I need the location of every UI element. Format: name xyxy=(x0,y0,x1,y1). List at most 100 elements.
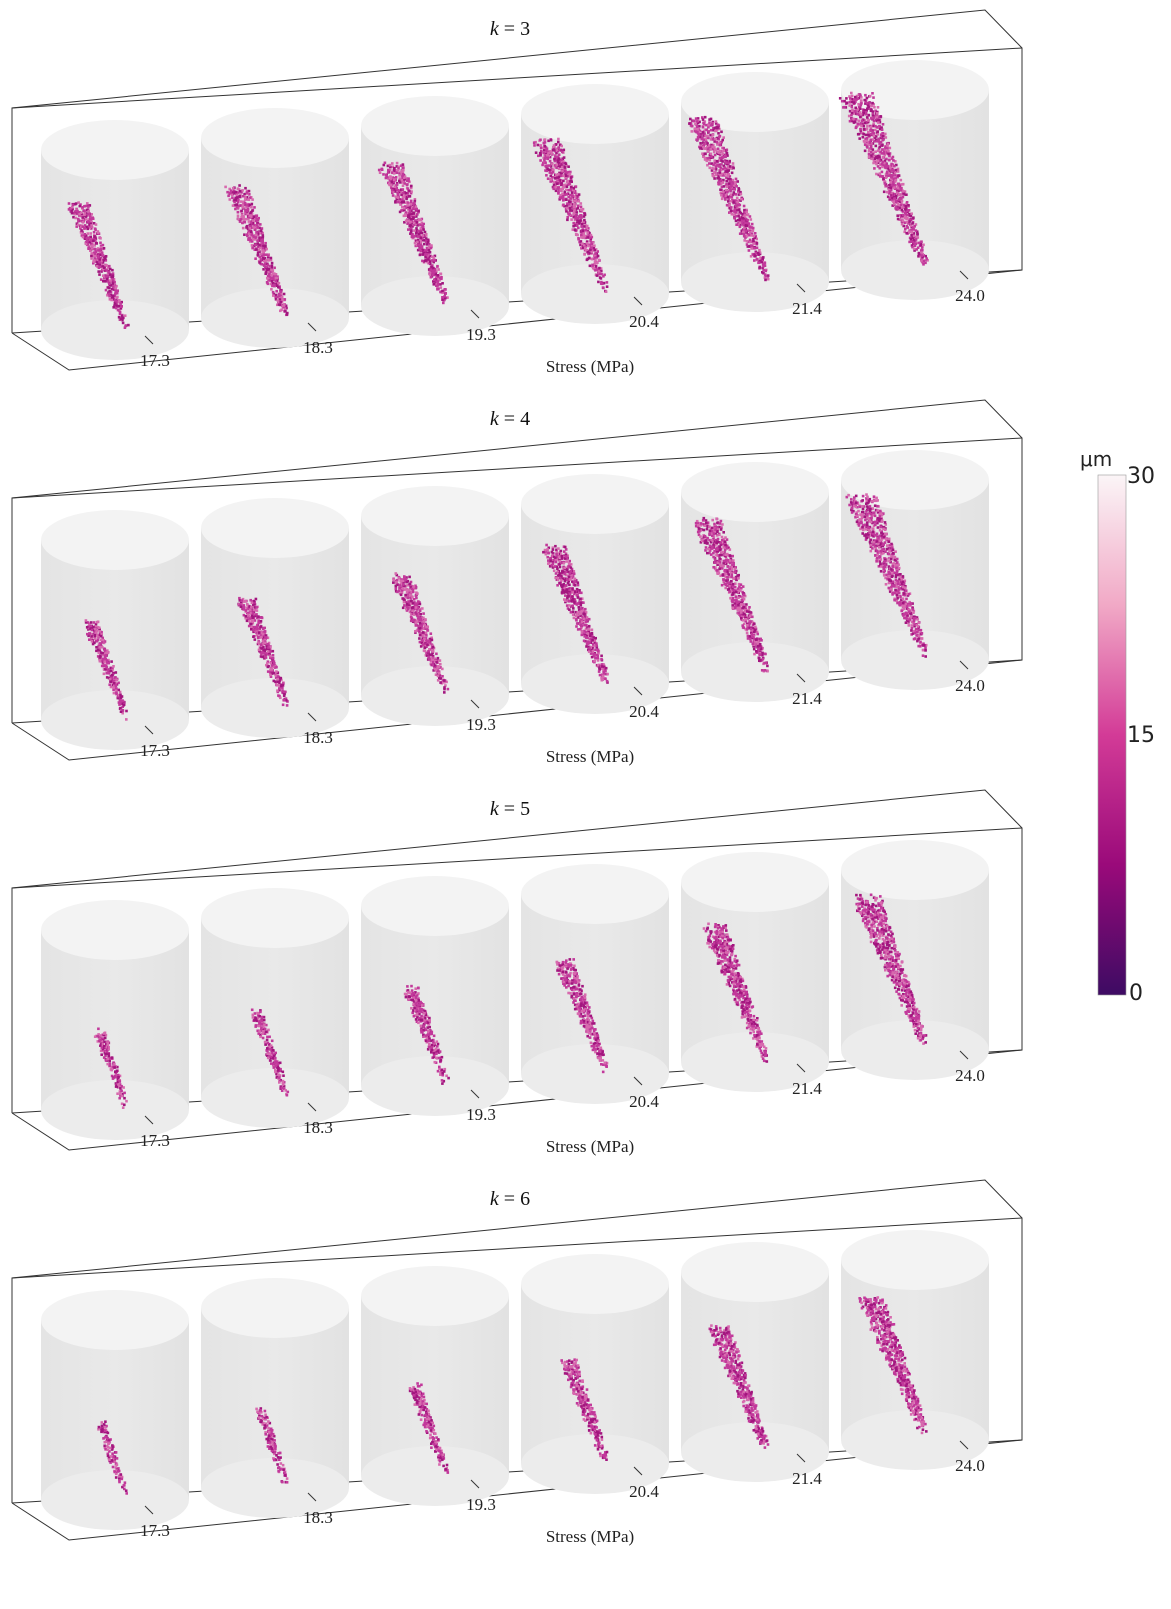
crack-point xyxy=(390,186,393,190)
crack-point xyxy=(857,119,861,123)
crack-point xyxy=(737,212,741,215)
crack-point xyxy=(734,177,738,181)
cylinder-top xyxy=(201,498,349,558)
crack-point xyxy=(706,150,710,153)
crack-point xyxy=(572,572,576,576)
crack-point xyxy=(854,118,858,121)
crack-point xyxy=(577,602,580,605)
crack-point xyxy=(715,128,719,131)
crack-point xyxy=(269,270,272,273)
x-tick-label: 19.3 xyxy=(466,325,496,344)
crack-point xyxy=(924,254,927,258)
crack-point xyxy=(544,154,548,158)
x-tick-label: 18.3 xyxy=(303,728,333,747)
crack-point xyxy=(569,596,573,599)
crack-point xyxy=(920,259,923,262)
crack-point xyxy=(589,652,593,655)
crack-point xyxy=(98,633,102,637)
crack-point xyxy=(750,244,753,247)
crack-point xyxy=(875,117,879,121)
crack-point xyxy=(384,176,388,180)
crack-point xyxy=(249,230,253,233)
crack-point xyxy=(238,194,241,198)
crack-point xyxy=(440,276,443,279)
crack-point xyxy=(119,302,122,305)
crack-point xyxy=(102,279,105,283)
crack-point xyxy=(444,684,447,687)
crack-point xyxy=(252,625,256,629)
crack-point xyxy=(546,177,550,180)
crack-point xyxy=(424,643,428,647)
crack-point xyxy=(853,98,856,101)
crack-point xyxy=(268,651,271,655)
crack-point xyxy=(716,177,719,180)
crack-point xyxy=(912,216,915,219)
crack-point xyxy=(103,648,106,651)
crack-point xyxy=(860,96,863,99)
crack-point xyxy=(432,256,435,259)
crack-point xyxy=(897,174,900,177)
crack-point xyxy=(920,248,923,252)
crack-point xyxy=(560,557,564,560)
crack-point xyxy=(691,119,694,122)
crack-point xyxy=(276,282,280,285)
crack-point xyxy=(725,159,728,163)
crack-point xyxy=(560,585,564,589)
crack-point xyxy=(90,628,93,632)
crack-point xyxy=(406,222,409,225)
crack-point xyxy=(97,266,101,269)
crack-point xyxy=(883,153,887,157)
crack-point xyxy=(243,203,247,207)
crack-point xyxy=(435,661,438,664)
crack-point xyxy=(556,567,559,571)
crack-point xyxy=(392,578,395,581)
crack-point xyxy=(563,545,567,549)
crack-point xyxy=(413,241,417,245)
crack-point xyxy=(410,190,413,193)
crack-point xyxy=(896,217,900,221)
crack-point xyxy=(892,159,895,162)
crack-point xyxy=(255,606,258,609)
crack-point xyxy=(569,188,573,192)
crack-point xyxy=(888,196,892,200)
crack-point xyxy=(115,687,118,690)
crack-point xyxy=(590,634,594,637)
crack-point xyxy=(101,243,105,247)
crack-point xyxy=(391,165,394,169)
crack-point xyxy=(418,637,421,640)
crack-point xyxy=(597,268,601,272)
crack-point xyxy=(558,198,561,201)
crack-point xyxy=(431,645,435,649)
crack-point xyxy=(725,176,728,179)
crack-point xyxy=(432,266,435,270)
crack-point xyxy=(848,109,852,113)
crack-point xyxy=(421,643,425,646)
crack-point xyxy=(896,207,899,210)
crack-point xyxy=(914,238,918,241)
crack-point xyxy=(600,269,603,273)
crack-point xyxy=(256,226,260,229)
crack-point xyxy=(263,648,267,652)
crack-point xyxy=(725,185,729,189)
crack-point xyxy=(429,632,433,635)
crack-point xyxy=(436,288,439,291)
crack-point xyxy=(99,241,102,245)
crack-point xyxy=(393,185,397,189)
crack-point xyxy=(872,139,876,143)
crack-point xyxy=(750,234,753,237)
crack-point xyxy=(279,290,283,293)
crack-point xyxy=(552,187,555,191)
crack-point xyxy=(113,293,116,297)
crack-point xyxy=(253,228,257,231)
crack-point xyxy=(909,224,913,227)
crack-point xyxy=(720,163,723,166)
crack-point xyxy=(910,240,913,243)
crack-point xyxy=(394,581,397,584)
crack-point xyxy=(259,634,263,637)
crack-point xyxy=(92,230,96,234)
crack-point xyxy=(243,220,247,224)
crack-point xyxy=(558,551,562,554)
crack-point xyxy=(412,212,416,215)
crack-point xyxy=(891,174,895,177)
crack-point xyxy=(595,644,598,647)
